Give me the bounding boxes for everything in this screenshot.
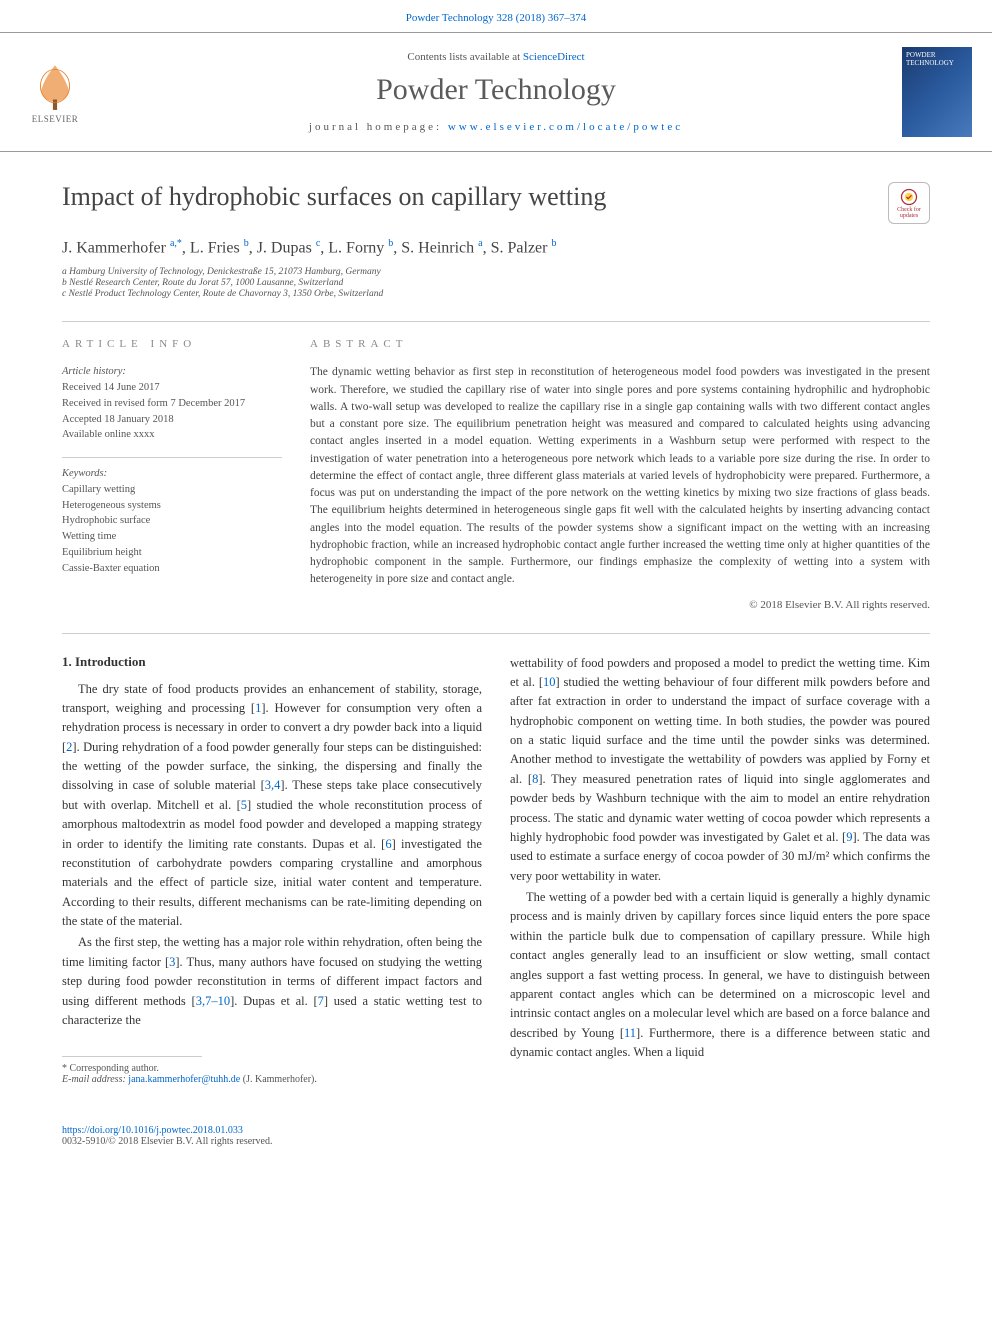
article-title: Impact of hydrophobic surfaces on capill… [62,182,888,212]
footnote-divider [62,1056,202,1057]
keyword: Cassie-Baxter equation [62,561,282,577]
journal-header-center: Contents lists available at ScienceDirec… [90,51,902,133]
journal-homepage-link[interactable]: www.elsevier.com/locate/powtec [448,121,683,133]
info-abstract-row: ARTICLE INFO Article history: Received 1… [62,338,930,610]
divider [62,633,930,634]
corresponding-author-footnote: * Corresponding author. E-mail address: … [62,1063,482,1085]
history-online: Available online xxxx [62,427,282,443]
doi-link[interactable]: https://doi.org/10.1016/j.powtec.2018.01… [62,1125,243,1136]
contents-available-line: Contents lists available at ScienceDirec… [90,51,902,63]
abstract-column: ABSTRACT The dynamic wetting behavior as… [310,338,930,610]
article-info-column: ARTICLE INFO Article history: Received 1… [62,338,282,610]
citation-text: Powder Technology 328 (2018) 367–374 [406,12,587,24]
author-email-link[interactable]: jana.kammerhofer@tuhh.de [128,1074,240,1085]
abstract-text: The dynamic wetting behavior as first st… [310,364,930,588]
sciencedirect-link[interactable]: ScienceDirect [523,51,585,63]
abstract-copyright: © 2018 Elsevier B.V. All rights reserved… [310,599,930,611]
intro-heading: 1. Introduction [62,654,482,670]
body-paragraph: As the first step, the wetting has a maj… [62,933,482,1030]
check-updates-badge[interactable]: Check for updates [888,182,930,224]
authors-line: J. Kammerhofer a,*, L. Fries b, J. Dupas… [62,238,930,257]
citation-header: Powder Technology 328 (2018) 367–374 [0,0,992,32]
publisher-logo: ELSEVIER [20,53,90,131]
keyword: Wetting time [62,529,282,545]
body-paragraph: The wetting of a powder bed with a certa… [510,888,930,1062]
affiliations: a Hamburg University of Technology, Deni… [62,267,930,299]
info-divider [62,457,282,458]
article-info-heading: ARTICLE INFO [62,338,282,350]
affiliation-b: b Nestlé Research Center, Route du Jorat… [62,278,930,288]
divider [62,321,930,322]
journal-homepage: journal homepage: www.elsevier.com/locat… [90,121,902,133]
history-received: Received 14 June 2017 [62,380,282,396]
history-accepted: Accepted 18 January 2018 [62,412,282,428]
keywords-block: Keywords: Capillary wetting Heterogeneou… [62,466,282,576]
page-footer: https://doi.org/10.1016/j.powtec.2018.01… [0,1105,992,1177]
body-paragraph: The dry state of food products provides … [62,680,482,932]
body-paragraph: wettability of food powders and proposed… [510,654,930,887]
article-history: Article history: Received 14 June 2017 R… [62,364,282,443]
crossmark-icon [899,187,919,207]
keyword: Heterogeneous systems [62,498,282,514]
journal-cover-thumbnail: POWDER TECHNOLOGY [902,47,972,137]
affiliation-c: c Nestlé Product Technology Center, Rout… [62,289,930,299]
journal-header: ELSEVIER Contents lists available at Sci… [0,32,992,152]
issn-copyright: 0032-5910/© 2018 Elsevier B.V. All right… [62,1136,930,1147]
journal-title: Powder Technology [90,73,902,107]
affiliation-a: a Hamburg University of Technology, Deni… [62,267,930,277]
body-column-right: wettability of food powders and proposed… [510,654,930,1086]
publisher-name: ELSEVIER [32,114,79,124]
keyword: Capillary wetting [62,482,282,498]
keyword: Hydrophobic surface [62,513,282,529]
keyword: Equilibrium height [62,545,282,561]
body-column-left: 1. Introduction The dry state of food pr… [62,654,482,1086]
history-revised: Received in revised form 7 December 2017 [62,396,282,412]
body-two-columns: 1. Introduction The dry state of food pr… [62,654,930,1086]
article-title-row: Impact of hydrophobic surfaces on capill… [62,182,930,224]
elsevier-tree-icon [29,60,81,112]
abstract-heading: ABSTRACT [310,338,930,350]
